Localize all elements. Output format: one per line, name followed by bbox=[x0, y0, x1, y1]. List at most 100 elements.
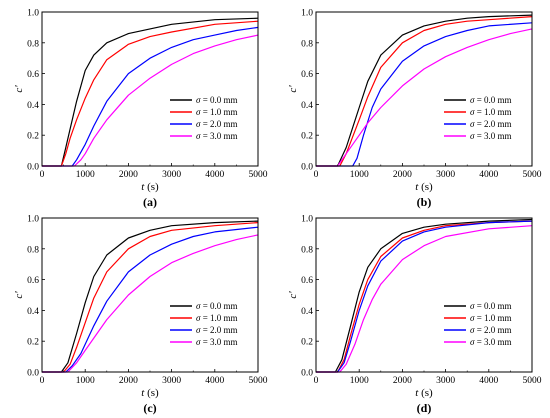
x-tick-label: 5000 bbox=[523, 376, 542, 386]
x-tick-label: 0 bbox=[314, 376, 319, 386]
x-tick-label: 4000 bbox=[479, 170, 498, 180]
x-tick-label: 3000 bbox=[436, 170, 455, 180]
chart-panel-b: 0 1000 2000 3000 4000 5000 0.0 0.2 0.4 0.6 0.8 1.0 t… bbox=[287, 9, 542, 210]
legend-label: σ = 2.0 mm bbox=[470, 325, 512, 335]
series-line-sigma-0.0 bbox=[42, 220, 259, 373]
y-tick-label: 0.0 bbox=[27, 369, 39, 379]
legend: σ = 0.0 mm σ = 1.0 mm σ = 2.0 mm σ = 3.0 mm bbox=[444, 95, 512, 141]
y-tick-label: 0.2 bbox=[301, 132, 313, 142]
y-tick-label: 0.4 bbox=[301, 101, 313, 111]
x-tick-label: 0 bbox=[40, 170, 45, 180]
y-tick-label: 0.4 bbox=[27, 101, 39, 111]
x-tick-label: 5000 bbox=[249, 170, 268, 180]
series-line-sigma-3.0 bbox=[42, 34, 259, 167]
y-axis-title: c' bbox=[13, 85, 25, 93]
y-tick-label: 0.8 bbox=[301, 39, 313, 49]
x-tick-label: 1000 bbox=[76, 170, 95, 180]
legend: σ = 0.0 mm σ = 1.0 mm σ = 2.0 mm σ = 3.0 mm bbox=[170, 95, 238, 141]
y-tick-label: 0.6 bbox=[27, 70, 39, 80]
plot-frame bbox=[41, 11, 259, 167]
x-tick-label: 3000 bbox=[162, 170, 181, 180]
y-tick-label: 0.0 bbox=[301, 163, 313, 173]
legend-label: σ = 3.0 mm bbox=[196, 337, 238, 347]
x-axis-title: t (s) bbox=[415, 387, 433, 399]
legend-label: σ = 0.0 mm bbox=[196, 95, 238, 105]
series-line-sigma-2.0 bbox=[42, 226, 259, 373]
legend-label: σ = 1.0 mm bbox=[196, 107, 238, 117]
series-line-sigma-3.0 bbox=[42, 234, 259, 373]
y-tick-label: 1.0 bbox=[301, 215, 313, 225]
series-line-sigma-2.0 bbox=[316, 22, 533, 167]
x-tick-label: 4000 bbox=[479, 376, 498, 386]
x-tick-label: 2000 bbox=[393, 376, 412, 386]
legend-label: σ = 0.0 mm bbox=[196, 301, 238, 311]
legend: σ = 0.0 mm σ = 1.0 mm σ = 2.0 mm σ = 3.0 mm bbox=[444, 301, 512, 347]
panel-label: (c) bbox=[143, 401, 156, 415]
x-tick-label: 5000 bbox=[249, 376, 268, 386]
x-tick-label: 2000 bbox=[119, 376, 138, 386]
x-axis-title: t (s) bbox=[141, 387, 159, 399]
chart-panel-a: 0 1000 2000 3000 4000 5000 0.0 0.2 0.4 0.6 0.8 1.0 t… bbox=[13, 9, 268, 210]
legend-label: σ = 0.0 mm bbox=[470, 301, 512, 311]
y-axis-title: c' bbox=[13, 291, 25, 299]
legend-label: σ = 0.0 mm bbox=[470, 95, 512, 105]
x-tick-label: 1000 bbox=[76, 376, 95, 386]
series-line-sigma-1.0 bbox=[42, 222, 259, 373]
y-tick-label: 0.2 bbox=[27, 338, 39, 348]
series-line-sigma-0.0 bbox=[316, 218, 533, 373]
x-axis-title: t (s) bbox=[141, 181, 159, 193]
x-tick-label: 3000 bbox=[436, 376, 455, 386]
chart-panel-c: 0 1000 2000 3000 4000 5000 0.0 0.2 0.4 0.6 0.8 1.0 t… bbox=[13, 215, 268, 416]
series-line-sigma-1.0 bbox=[316, 220, 533, 373]
y-tick-label: 0.2 bbox=[301, 338, 313, 348]
y-tick-label: 0.4 bbox=[27, 307, 39, 317]
x-tick-label: 5000 bbox=[523, 170, 542, 180]
y-tick-label: 0.0 bbox=[27, 163, 39, 173]
series-line-sigma-1.0 bbox=[42, 20, 259, 167]
x-axis-title: t (s) bbox=[415, 181, 433, 193]
y-tick-label: 0.6 bbox=[27, 276, 39, 286]
panel-label: (a) bbox=[143, 195, 157, 209]
legend-label: σ = 3.0 mm bbox=[470, 131, 512, 141]
legend: σ = 0.0 mm σ = 1.0 mm σ = 2.0 mm σ = 3.0 mm bbox=[170, 301, 238, 347]
legend-label: σ = 2.0 mm bbox=[196, 119, 238, 129]
x-tick-label: 3000 bbox=[162, 376, 181, 386]
series-line-sigma-0.0 bbox=[316, 14, 533, 167]
legend-label: σ = 1.0 mm bbox=[470, 107, 512, 117]
panel-label: (d) bbox=[417, 401, 432, 415]
y-axis-title: c' bbox=[287, 85, 299, 93]
y-tick-label: 0.0 bbox=[301, 369, 313, 379]
y-tick-label: 1.0 bbox=[301, 9, 313, 19]
x-tick-label: 0 bbox=[40, 376, 45, 386]
y-tick-label: 0.8 bbox=[27, 245, 39, 255]
legend-label: σ = 2.0 mm bbox=[196, 325, 238, 335]
series-line-sigma-1.0 bbox=[316, 16, 533, 167]
x-tick-label: 2000 bbox=[393, 170, 412, 180]
series-line-sigma-3.0 bbox=[316, 28, 533, 167]
series-line-sigma-0.0 bbox=[42, 17, 259, 167]
series-line-sigma-3.0 bbox=[316, 225, 533, 373]
legend-label: σ = 1.0 mm bbox=[470, 313, 512, 323]
legend-label: σ = 1.0 mm bbox=[196, 313, 238, 323]
y-tick-label: 0.4 bbox=[301, 307, 313, 317]
x-tick-label: 0 bbox=[314, 170, 319, 180]
series-line-sigma-2.0 bbox=[42, 26, 259, 167]
x-tick-label: 4000 bbox=[205, 170, 224, 180]
x-tick-label: 2000 bbox=[119, 170, 138, 180]
y-axis-title: c' bbox=[287, 291, 299, 299]
series-line-sigma-2.0 bbox=[316, 220, 533, 373]
y-tick-label: 0.8 bbox=[27, 39, 39, 49]
x-tick-label: 1000 bbox=[350, 376, 369, 386]
legend-label: σ = 2.0 mm bbox=[470, 119, 512, 129]
x-tick-label: 1000 bbox=[350, 170, 369, 180]
panel-label: (b) bbox=[417, 195, 432, 209]
plot-frame bbox=[315, 11, 533, 167]
plot-frame bbox=[41, 217, 259, 373]
panels-container: 0 1000 2000 3000 4000 5000 0.0 0.2 0.4 0.6 0.8 1.0 t… bbox=[13, 9, 542, 416]
legend-label: σ = 3.0 mm bbox=[196, 131, 238, 141]
y-tick-label: 0.2 bbox=[27, 132, 39, 142]
chart-panel-d: 0 1000 2000 3000 4000 5000 0.0 0.2 0.4 0.6 0.8 1.0 t… bbox=[287, 215, 542, 416]
y-tick-label: 0.8 bbox=[301, 245, 313, 255]
y-tick-label: 1.0 bbox=[27, 9, 39, 19]
